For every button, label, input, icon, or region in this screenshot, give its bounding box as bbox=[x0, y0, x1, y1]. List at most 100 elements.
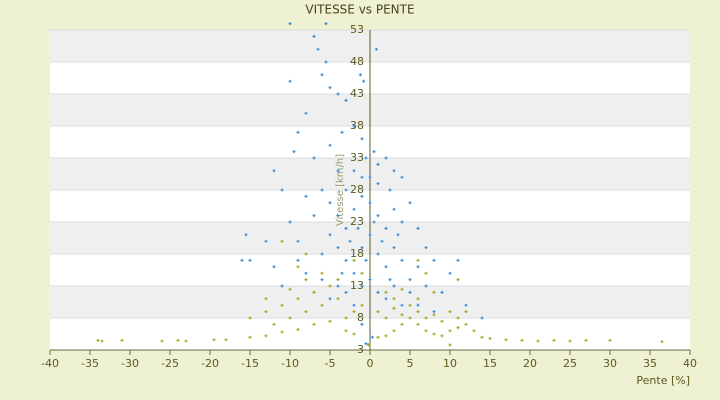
point bbox=[320, 303, 324, 307]
point bbox=[352, 124, 356, 128]
x-tick-label: 30 bbox=[603, 357, 617, 370]
point bbox=[376, 162, 380, 166]
point bbox=[392, 246, 396, 250]
point bbox=[464, 322, 468, 326]
point bbox=[248, 335, 252, 339]
point bbox=[336, 214, 340, 218]
point bbox=[344, 98, 348, 102]
point bbox=[360, 271, 364, 275]
point bbox=[384, 290, 388, 294]
point bbox=[364, 342, 368, 346]
point bbox=[520, 338, 524, 342]
point bbox=[416, 265, 420, 269]
point bbox=[352, 207, 356, 211]
point bbox=[312, 34, 316, 38]
point bbox=[384, 297, 388, 301]
point bbox=[360, 246, 364, 250]
point bbox=[384, 156, 388, 160]
point bbox=[392, 169, 396, 173]
point bbox=[336, 246, 340, 250]
point bbox=[296, 265, 300, 269]
point bbox=[360, 322, 364, 326]
point bbox=[288, 316, 292, 320]
point bbox=[416, 322, 420, 326]
point bbox=[400, 313, 404, 317]
point bbox=[352, 310, 356, 314]
point bbox=[340, 271, 344, 275]
point bbox=[400, 175, 404, 179]
point bbox=[320, 278, 324, 282]
point bbox=[368, 201, 372, 205]
x-tick-label: -5 bbox=[325, 357, 336, 370]
y-tick-label: 28 bbox=[350, 183, 364, 196]
point bbox=[328, 201, 332, 205]
point bbox=[440, 290, 444, 294]
point bbox=[360, 303, 364, 307]
point bbox=[360, 194, 364, 198]
point bbox=[100, 339, 104, 343]
point bbox=[272, 322, 276, 326]
point bbox=[344, 258, 348, 262]
point bbox=[392, 284, 396, 288]
point bbox=[324, 60, 328, 64]
point bbox=[296, 328, 300, 332]
point bbox=[344, 226, 348, 230]
point bbox=[368, 278, 372, 282]
point bbox=[224, 338, 228, 342]
point bbox=[400, 287, 404, 291]
point bbox=[296, 130, 300, 134]
point bbox=[416, 310, 420, 314]
point bbox=[352, 271, 356, 275]
point bbox=[362, 79, 366, 83]
point bbox=[388, 188, 392, 192]
y-axis-label: Vitesse [km/h] bbox=[335, 154, 346, 226]
point bbox=[536, 339, 540, 343]
x-tick-label: 35 bbox=[643, 357, 657, 370]
y-tick-label: 53 bbox=[350, 23, 364, 36]
point bbox=[456, 326, 460, 330]
point bbox=[360, 137, 364, 141]
x-tick-label: 20 bbox=[523, 357, 537, 370]
point bbox=[240, 258, 244, 262]
point bbox=[336, 284, 340, 288]
point bbox=[568, 339, 572, 343]
point bbox=[264, 239, 268, 243]
chart-title: VITESSE vs PENTE bbox=[305, 3, 414, 17]
point bbox=[384, 316, 388, 320]
point bbox=[376, 214, 380, 218]
point bbox=[344, 188, 348, 192]
point bbox=[488, 336, 492, 340]
point bbox=[376, 252, 380, 256]
point bbox=[358, 73, 362, 77]
point bbox=[408, 201, 412, 205]
point bbox=[364, 156, 368, 160]
point bbox=[660, 340, 664, 344]
x-axis-label: Pente [%] bbox=[636, 374, 690, 387]
point bbox=[304, 271, 308, 275]
point bbox=[376, 335, 380, 339]
point bbox=[448, 271, 452, 275]
point bbox=[328, 233, 332, 237]
point bbox=[304, 111, 308, 115]
y-tick-label: 38 bbox=[350, 119, 364, 132]
point bbox=[400, 258, 404, 262]
point bbox=[312, 290, 316, 294]
point bbox=[304, 278, 308, 282]
point bbox=[328, 143, 332, 147]
y-tick-label: 33 bbox=[350, 151, 364, 164]
point bbox=[384, 226, 388, 230]
point bbox=[176, 338, 180, 342]
point bbox=[356, 226, 360, 230]
point bbox=[320, 271, 324, 275]
x-tick-label: 40 bbox=[683, 357, 697, 370]
point bbox=[424, 284, 428, 288]
point bbox=[424, 271, 428, 275]
point bbox=[328, 86, 332, 90]
point bbox=[336, 169, 340, 173]
point bbox=[432, 258, 436, 262]
x-tick-label: 10 bbox=[443, 357, 457, 370]
point bbox=[328, 297, 332, 301]
point bbox=[264, 297, 268, 301]
point bbox=[264, 310, 268, 314]
point bbox=[366, 343, 370, 347]
